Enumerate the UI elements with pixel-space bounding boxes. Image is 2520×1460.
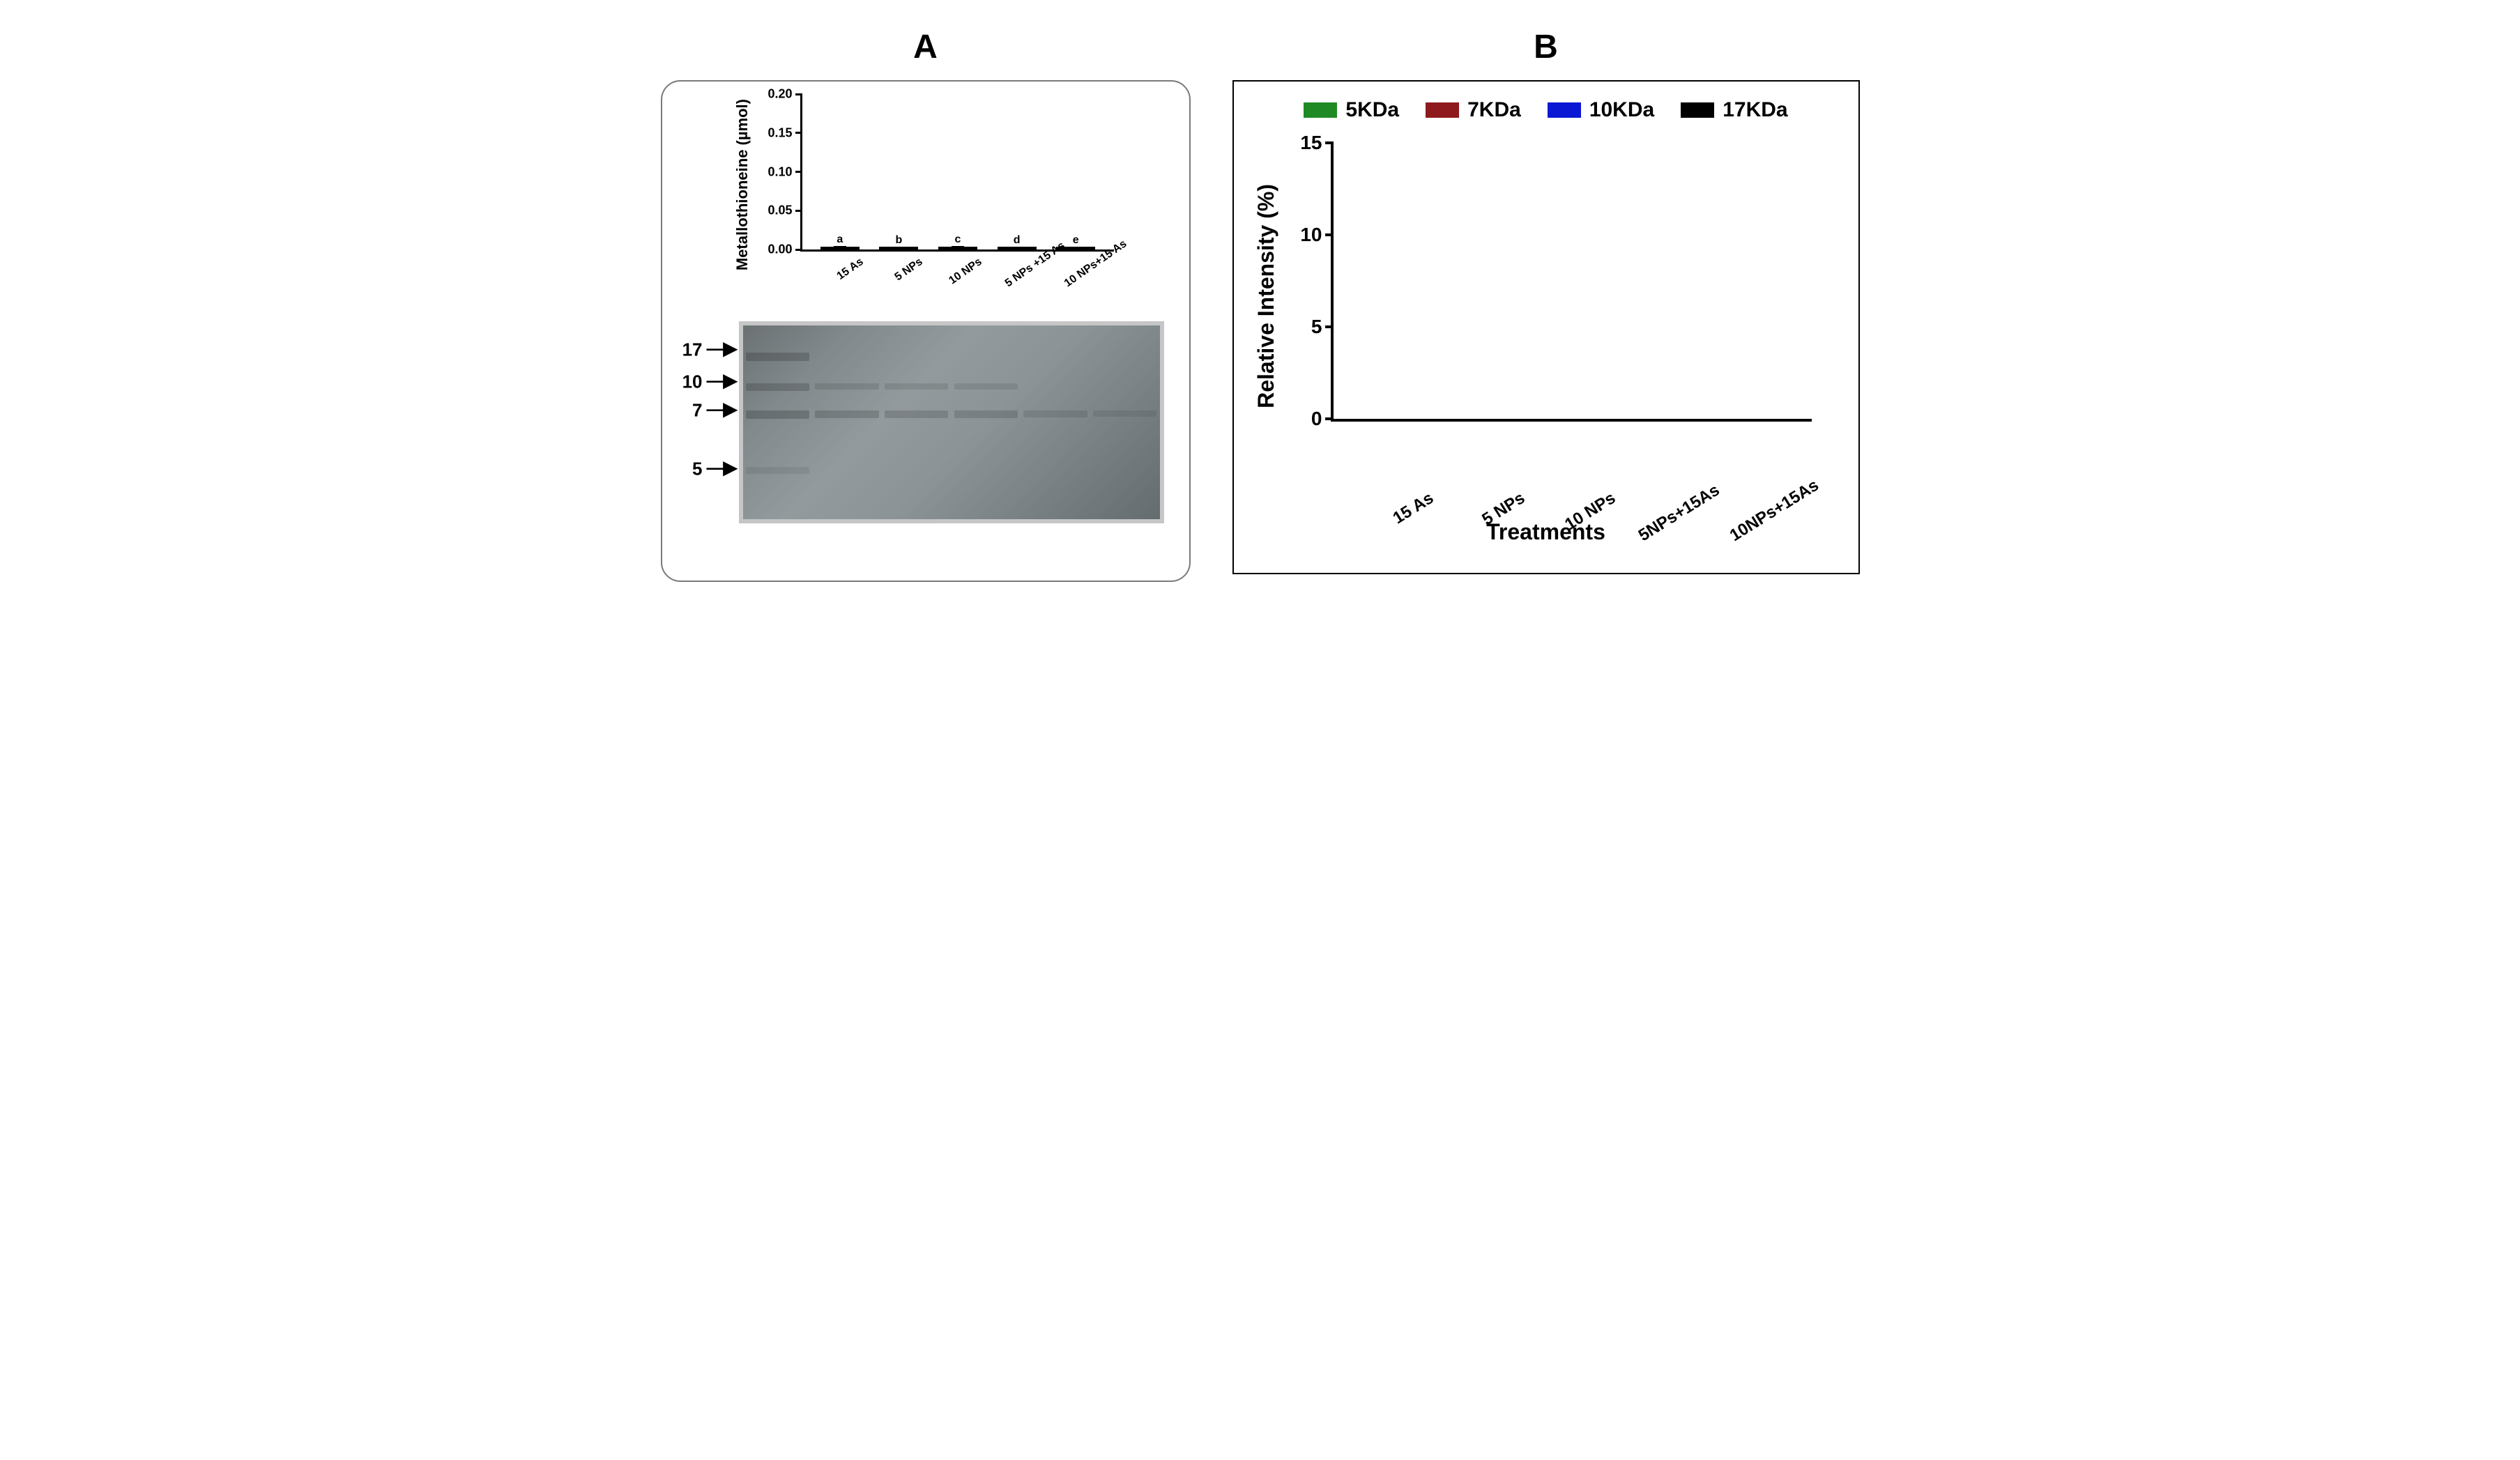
chart-a-ytick-label: 0.15: [768, 125, 792, 140]
panel-b-label: B: [1534, 28, 1558, 66]
chart-a-ytick: [795, 210, 802, 212]
legend-swatch: [1304, 102, 1337, 118]
gel-band: [885, 383, 949, 390]
chart-b-ytick-label: 10: [1300, 224, 1322, 246]
chart-a-ytick-label: 0.05: [768, 203, 792, 218]
chart-a-xlabel: 15 As: [825, 256, 895, 331]
gel-ladder-labels: 17—▶10—▶7—▶5—▶: [673, 321, 736, 523]
gel-lane: [812, 325, 882, 519]
chart-b-ytick: [1325, 141, 1334, 144]
chart-a-bars: a b c d e: [802, 94, 1114, 249]
chart-a-xlabel: 5 NPs: [884, 256, 954, 331]
chart-a-ytick: [795, 171, 802, 173]
gel-ladder-mark: 5—▶: [692, 458, 735, 479]
chart-b-ytick-label: 5: [1311, 316, 1322, 338]
chart-b-ytick: [1325, 233, 1334, 236]
chart-b-xlabels: 15 As5 NPs10 NPs5NPs+15As10NPs+15As: [1331, 489, 1812, 508]
legend-item: 10KDa: [1548, 98, 1654, 122]
panel-a-box: Metallothioneine (µmol) a b c d e 0.00 0.05 0.…: [661, 80, 1191, 582]
panel-b: B 5KDa 7KDa 10KDa 17KDa Relative Intensity …: [1232, 28, 1860, 574]
gel-ladder-value: 5: [692, 458, 702, 479]
gel-ladder-value: 17: [682, 339, 703, 360]
chart-b-plot: 051015: [1331, 143, 1812, 422]
gel-band: [1093, 410, 1157, 417]
legend-item: 17KDa: [1681, 98, 1787, 122]
gel-lane: [882, 325, 952, 519]
gel-lane: [1090, 325, 1160, 519]
figure-root: A Metallothioneine (µmol) a b c d e 0.00 0.05…: [28, 28, 2492, 582]
chart-a-barcol: d: [996, 247, 1038, 249]
chart-a-ytick-label: 0.00: [768, 243, 792, 257]
chart-b-ylabel: Relative Intensity (%): [1253, 184, 1279, 408]
gel-band: [954, 410, 1018, 418]
legend-item: 5KDa: [1304, 98, 1399, 122]
chart-a-sigletter: e: [1073, 234, 1079, 247]
panel-b-box: 5KDa 7KDa 10KDa 17KDa Relative Intensity (%…: [1232, 80, 1860, 574]
chart-a-plot: abcde 0.000.050.100.150.20: [800, 94, 1114, 252]
gel-frame: Ladder (kDa) 12345: [739, 321, 1164, 523]
chart-a-xlabel: 5 NPs +15 As: [1003, 256, 1074, 331]
chart-b-ytick-label: 15: [1300, 132, 1322, 154]
gel-ladder-value: 7: [692, 399, 702, 421]
chart-a-ytick-label: 0.20: [768, 87, 792, 102]
chart-a: abcde 0.000.050.100.150.20 15 As5 NPs10 …: [756, 94, 1118, 275]
gel-ladder-mark: 17—▶: [682, 339, 736, 360]
legend-swatch: [1426, 102, 1459, 118]
gel-lane: [743, 325, 813, 519]
chart-b-ytick: [1325, 325, 1334, 328]
arrow-right-icon: —▶: [707, 398, 736, 420]
chart-a-xlabel: 10 NPs: [943, 256, 1014, 331]
gel-band: [746, 353, 810, 361]
chart-a-xlabel: 10 NPs+15 As: [1062, 256, 1133, 331]
gel-band: [885, 410, 949, 418]
legend-label: 7KDa: [1467, 98, 1521, 122]
gel-band: [954, 383, 1018, 390]
gel-lane: [952, 325, 1021, 519]
legend-swatch: [1681, 102, 1714, 118]
legend-label: 10KDa: [1589, 98, 1654, 122]
panel-a: A Metallothioneine (µmol) a b c d e 0.00 0.05…: [661, 28, 1191, 582]
chart-a-ytick: [795, 249, 802, 251]
gel-ladder-mark: 7—▶: [692, 399, 735, 421]
chart-a-ytick: [795, 132, 802, 134]
legend-label: 5KDa: [1345, 98, 1399, 122]
chart-a-barcol: a: [819, 247, 861, 249]
chart-a-ytick-label: 0.10: [768, 164, 792, 179]
gel-band: [746, 410, 810, 419]
chart-a-sigletter: b: [896, 234, 903, 247]
chart-a-wrapper: Metallothioneine (µmol) a b c d e 0.00 0.05 0.…: [733, 94, 1118, 275]
chart-a-ytick: [795, 93, 802, 95]
chart-a-sigletter: a: [837, 233, 843, 246]
chart-b-ytick-label: 0: [1311, 408, 1322, 430]
chart-b-groups: [1334, 143, 1812, 419]
chart-a-ylabel: Metallothioneine (µmol): [733, 99, 751, 270]
panel-a-label: A: [913, 28, 938, 66]
gel-band: [1023, 410, 1087, 417]
chart-b-legend: 5KDa 7KDa 10KDa 17KDa: [1253, 98, 1839, 122]
chart-b: 051015 15 As5 NPs10 NPs5NPs+15As10NPs+15…: [1289, 143, 1819, 449]
legend-item: 7KDa: [1426, 98, 1521, 122]
gel-band: [815, 410, 879, 418]
gel-band: [746, 467, 810, 474]
chart-a-sigletter: d: [1014, 234, 1021, 247]
chart-a-barcol: c: [937, 247, 979, 249]
legend-label: 17KDa: [1723, 98, 1787, 122]
gel-ladder-value: 10: [682, 371, 703, 393]
gel-lane: [1021, 325, 1090, 519]
gel-band: [815, 383, 879, 390]
chart-a-barcol: b: [878, 247, 919, 249]
chart-a-sigletter: c: [955, 233, 961, 246]
arrow-right-icon: —▶: [707, 337, 736, 359]
gel-ladder-mark: 10—▶: [682, 371, 736, 393]
chart-b-wrapper: Relative Intensity (%) 051015 15 As5 NPs…: [1253, 143, 1839, 449]
gel-wrapper: 17—▶10—▶7—▶5—▶ Ladder (kDa) 12345: [673, 321, 1178, 523]
gel-band: [746, 383, 810, 391]
arrow-right-icon: —▶: [707, 456, 736, 478]
arrow-right-icon: —▶: [707, 370, 736, 392]
legend-swatch: [1548, 102, 1581, 118]
chart-a-xlabels: 15 As5 NPs10 NPs5 NPs +15 As10 NPs+15 As: [800, 252, 1114, 314]
chart-b-ytick: [1325, 417, 1334, 420]
